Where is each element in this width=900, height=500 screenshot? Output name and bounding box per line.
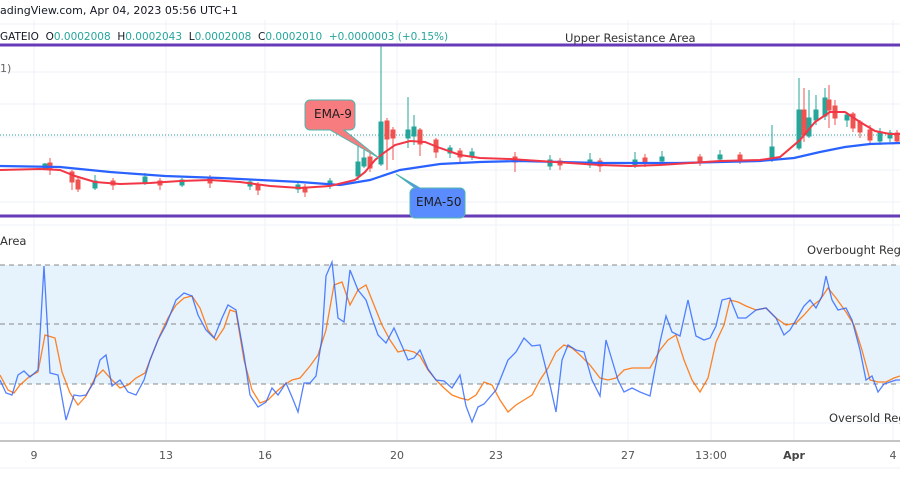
- chart-source-timestamp: adingView.com, Apr 04, 2023 05:56 UTC+1: [0, 4, 239, 17]
- ema50-callout: [395, 173, 466, 219]
- x-tick: 16: [258, 449, 272, 462]
- upper-resistance-label: Upper Resistance Area: [565, 31, 696, 45]
- open-value: 0.0002008: [53, 31, 111, 43]
- x-tick: Apr: [783, 449, 805, 462]
- low-value: 0.0002008: [194, 31, 252, 43]
- stoch-k-line: [0, 259, 900, 424]
- close-label: C: [258, 31, 266, 43]
- high-label: H: [117, 31, 126, 43]
- high-value: 0.0002043: [125, 31, 183, 43]
- overbought-label: Overbought Regi: [807, 243, 900, 257]
- low-label: L: [188, 31, 195, 43]
- x-tick: 9: [30, 449, 38, 462]
- ema9-line: [0, 111, 900, 190]
- indicator-label-fragment: 1): [0, 62, 12, 75]
- x-tick: 13:00: [695, 449, 727, 462]
- close-value: 0.0002010: [265, 31, 323, 43]
- ema50-line: [0, 141, 900, 187]
- area-label-fragment: Area: [0, 234, 27, 248]
- x-tick: 13: [159, 449, 173, 462]
- x-tick: 27: [621, 449, 635, 462]
- ohlc-legend: GATEIO O0.0002008 H0.0002043 L0.0002008 …: [0, 31, 448, 43]
- change-value: +0.0000003 (+0.15%): [328, 31, 449, 43]
- ema50-label: EMA-50: [416, 195, 462, 209]
- open-label: O: [45, 31, 54, 43]
- x-tick: 23: [489, 449, 503, 462]
- candles: [42, 45, 900, 197]
- ema9-callout: [304, 99, 380, 159]
- symbol-label: GATEIO: [0, 31, 39, 43]
- x-tick: 20: [390, 449, 404, 462]
- oversold-label: Oversold Reg: [829, 411, 900, 425]
- x-tick: 4: [889, 449, 897, 462]
- ema9-label: EMA-9: [314, 107, 352, 121]
